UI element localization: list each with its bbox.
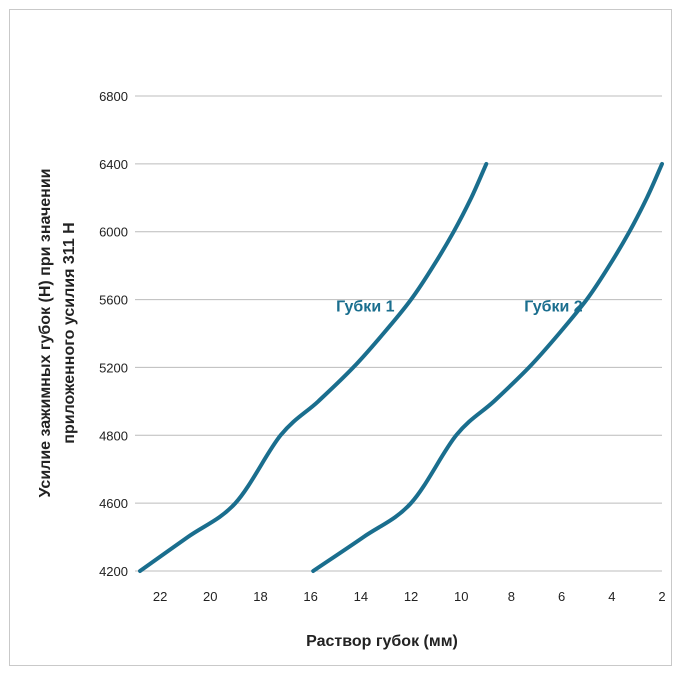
y-axis-ticks: 4200 4600 4800 5200 5600 6000 6400 6800 [99, 89, 128, 579]
series-line [311, 161, 664, 573]
y-tick-label: 6400 [99, 157, 128, 172]
x-tick-label: 10 [454, 589, 468, 604]
x-tick-label: 12 [404, 589, 418, 604]
series-label: Губки 2 [524, 299, 583, 316]
series-labels: Губки 1 Губки 2 [336, 299, 583, 316]
x-tick-label: 6 [558, 589, 565, 604]
y-axis-title-line-2: приложенного усилия 311 Н [61, 222, 78, 443]
x-tick-label: 2 [658, 589, 665, 604]
x-tick-label: 8 [508, 589, 515, 604]
series-label: Губки 1 [336, 299, 395, 316]
series-line [138, 161, 489, 573]
y-axis-title-line-1: Усилие зажимных губок (Н) при значении [37, 168, 54, 497]
x-tick-label: 22 [153, 589, 167, 604]
x-axis-ticks: 22 20 18 16 14 12 10 8 6 4 2 [153, 589, 666, 604]
x-tick-label: 14 [354, 589, 368, 604]
x-tick-label: 18 [253, 589, 267, 604]
x-tick-label: 16 [303, 589, 317, 604]
chart-frame [9, 9, 672, 666]
grid-lines [135, 95, 662, 572]
y-tick-label: 6800 [99, 89, 128, 104]
y-tick-label: 5200 [99, 360, 128, 375]
x-tick-label: 4 [608, 589, 615, 604]
y-tick-label: 4200 [99, 564, 128, 579]
series-lines [138, 161, 664, 573]
y-tick-label: 6000 [99, 225, 128, 240]
x-tick-label: 20 [203, 589, 217, 604]
y-tick-label: 4600 [99, 496, 128, 511]
y-tick-label: 5600 [99, 293, 128, 308]
x-axis-title: Раствор губок (мм) [306, 633, 458, 650]
y-tick-label: 4800 [99, 428, 128, 443]
